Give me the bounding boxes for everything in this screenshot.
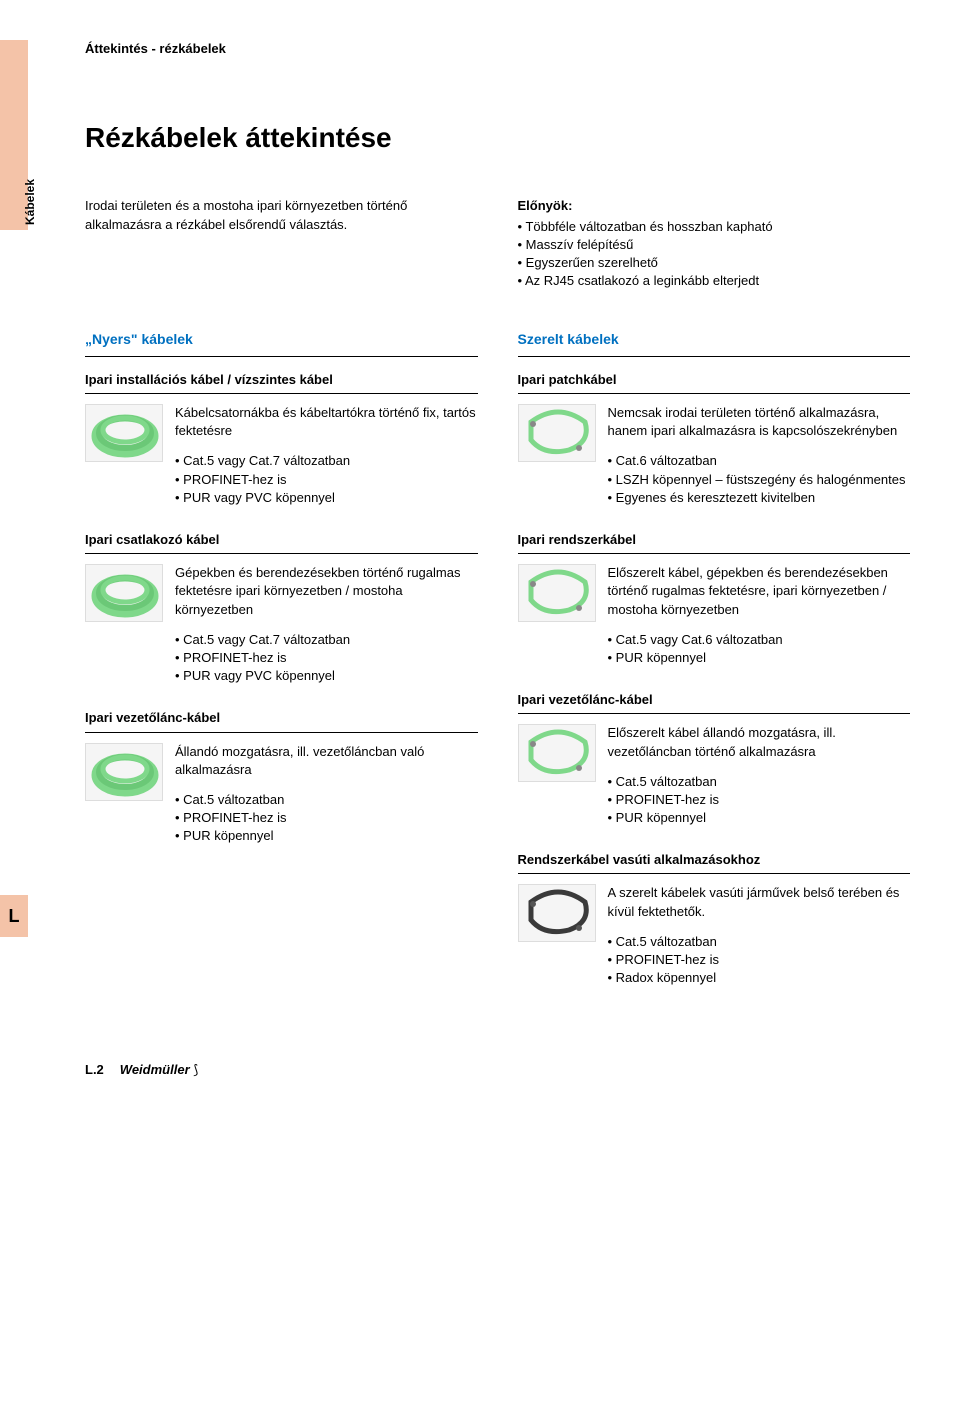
spec-list: Cat.5 vagy Cat.7 változatbanPROFINET-hez… <box>175 452 478 507</box>
cable-block: Ipari installációs kábel / vízszintes ká… <box>85 371 478 507</box>
spec-item: Cat.6 változatban <box>608 452 911 470</box>
spec-item: PUR köpennyel <box>608 809 911 827</box>
page-number: L.2 <box>85 1061 104 1079</box>
spec-list: Cat.5 változatbanPROFINET-hez isRadox kö… <box>608 933 911 988</box>
cable-thumbnail-icon <box>518 404 596 462</box>
block-title: Ipari patchkábel <box>518 371 911 394</box>
cable-thumbnail-icon <box>85 564 163 622</box>
spec-item: Cat.5 változatban <box>175 791 478 809</box>
spec-list: Cat.5 vagy Cat.6 változatbanPUR köpennye… <box>608 631 911 667</box>
spec-item: Radox köpennyel <box>608 969 911 987</box>
spec-item: PROFINET-hez is <box>175 649 478 667</box>
spec-item: PUR vagy PVC köpennyel <box>175 667 478 685</box>
left-column-header: „Nyers" kábelek <box>85 330 478 357</box>
block-title: Ipari csatlakozó kábel <box>85 531 478 554</box>
block-description: A szerelt kábelek vasúti járművek belső … <box>608 884 911 920</box>
cable-block: Ipari csatlakozó kábel Gépekben és berend… <box>85 531 478 685</box>
cable-block: Ipari rendszerkábel Előszerelt kábel, gép… <box>518 531 911 667</box>
spec-item: PROFINET-hez is <box>608 791 911 809</box>
advantages-list: Többféle változatban és hosszban kapható… <box>518 218 911 291</box>
block-description: Kábelcsatornákba és kábeltartókra történ… <box>175 404 478 440</box>
breadcrumb: Áttekintés - rézkábelek <box>85 40 910 58</box>
block-description: Gépekben és berendezésekben történő ruga… <box>175 564 478 619</box>
spec-item: LSZH köpennyel – füstszegény és halogénm… <box>608 471 911 489</box>
spec-item: Cat.5 változatban <box>608 933 911 951</box>
block-description: Állandó mozgatásra, ill. vezetőláncban v… <box>175 743 478 779</box>
spec-list: Cat.5 változatbanPROFINET-hez isPUR köpe… <box>608 773 911 828</box>
cable-thumbnail-icon <box>518 884 596 942</box>
spec-item: PROFINET-hez is <box>175 471 478 489</box>
footer: L.2 Weidmüller ⟆ <box>85 1061 910 1079</box>
cable-block: Ipari vezetőlánc-kábel Állandó mozgatásra… <box>85 709 478 845</box>
block-title: Ipari installációs kábel / vízszintes ká… <box>85 371 478 394</box>
block-title: Ipari rendszerkábel <box>518 531 911 554</box>
spec-item: Cat.5 vagy Cat.7 változatban <box>175 452 478 470</box>
block-description: Előszerelt kábel, gépekben és berendezés… <box>608 564 911 619</box>
cable-block: Rendszerkábel vasúti alkalmazásokhoz A sz… <box>518 851 911 987</box>
cable-thumbnail-icon <box>85 404 163 462</box>
spec-item: Cat.5 vagy Cat.7 változatban <box>175 631 478 649</box>
block-description: Nemcsak irodai területen történő alkalma… <box>608 404 911 440</box>
left-column: „Nyers" kábelek Ipari installációs kábel… <box>85 330 478 1011</box>
advantage-item: Egyszerűen szerelhető <box>518 254 911 272</box>
advantages-title: Előnyök: <box>518 197 911 215</box>
spec-item: PUR vagy PVC köpennyel <box>175 489 478 507</box>
cable-thumbnail-icon <box>85 743 163 801</box>
cable-block: Ipari patchkábel Nemcsak irodai területen… <box>518 371 911 507</box>
spec-list: Cat.5 vagy Cat.7 változatbanPROFINET-hez… <box>175 631 478 686</box>
spec-list: Cat.5 változatbanPROFINET-hez isPUR köpe… <box>175 791 478 846</box>
page-title: Rézkábelek áttekintése <box>85 118 910 157</box>
cable-thumbnail-icon <box>518 724 596 782</box>
right-column-header: Szerelt kábelek <box>518 330 911 357</box>
side-tab-label: Kábelek <box>22 179 39 225</box>
spec-item: PROFINET-hez is <box>175 809 478 827</box>
brand-mark-icon: ⟆ <box>193 1062 198 1077</box>
advantage-item: Az RJ45 csatlakozó a leginkább elterjedt <box>518 272 911 290</box>
cable-thumbnail-icon <box>518 564 596 622</box>
block-title: Ipari vezetőlánc-kábel <box>518 691 911 714</box>
cable-block: Ipari vezetőlánc-kábel Előszerelt kábel á… <box>518 691 911 827</box>
intro-text: Irodai területen és a mostoha ipari körn… <box>85 197 478 290</box>
spec-item: Cat.5 vagy Cat.6 változatban <box>608 631 911 649</box>
spec-item: PUR köpennyel <box>175 827 478 845</box>
block-title: Ipari vezetőlánc-kábel <box>85 709 478 732</box>
advantage-item: Többféle változatban és hosszban kapható <box>518 218 911 236</box>
right-column: Szerelt kábelek Ipari patchkábel Nemcsak … <box>518 330 911 1011</box>
spec-item: PROFINET-hez is <box>608 951 911 969</box>
spec-item: PUR köpennyel <box>608 649 911 667</box>
advantage-item: Masszív felépítésű <box>518 236 911 254</box>
side-tab: Kábelek <box>0 40 28 230</box>
spec-list: Cat.6 változatbanLSZH köpennyel – füstsz… <box>608 452 911 507</box>
block-title: Rendszerkábel vasúti alkalmazásokhoz <box>518 851 911 874</box>
spec-item: Egyenes és keresztezett kivitelben <box>608 489 911 507</box>
brand-name: Weidmüller <box>120 1062 190 1077</box>
block-description: Előszerelt kábel állandó mozgatásra, ill… <box>608 724 911 760</box>
spec-item: Cat.5 változatban <box>608 773 911 791</box>
side-letter: L <box>0 895 28 937</box>
